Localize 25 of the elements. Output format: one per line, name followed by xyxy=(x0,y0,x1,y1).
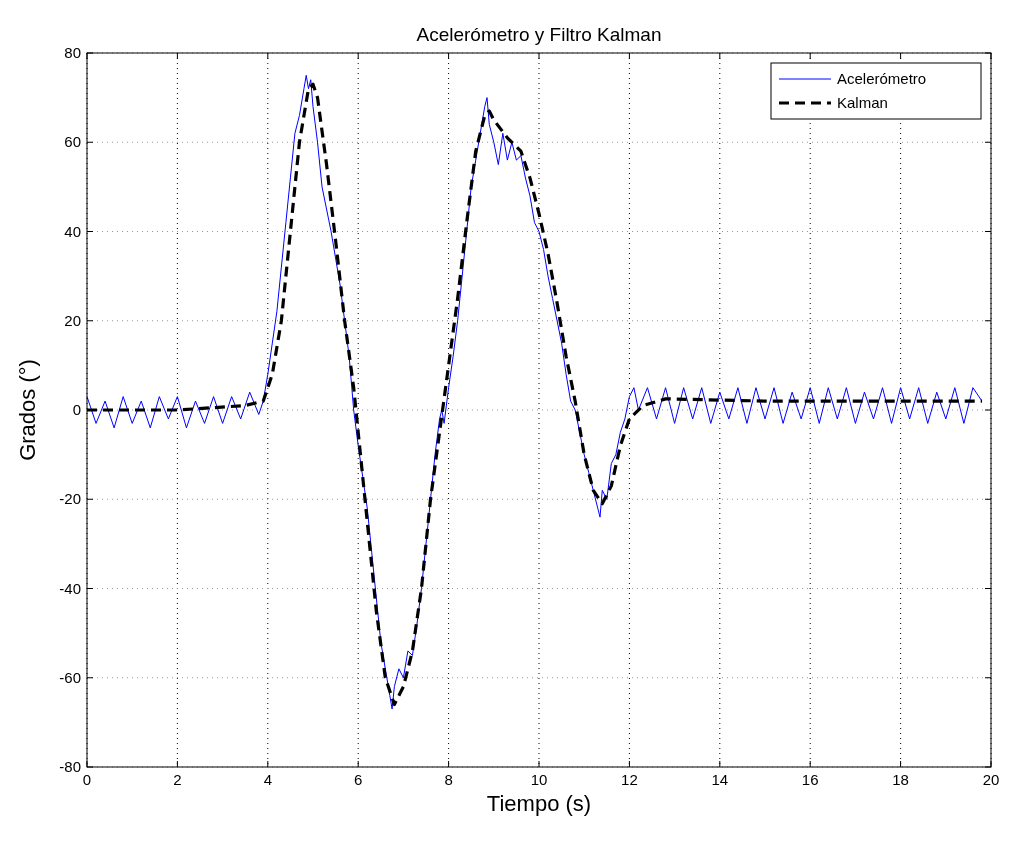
y-axis-title: Grados (°) xyxy=(15,359,40,461)
chart-title: Acelerómetro y Filtro Kalman xyxy=(416,24,662,45)
y-tick-label: -60 xyxy=(59,668,81,686)
y-tick-label: 40 xyxy=(64,222,81,240)
x-tick-label: 10 xyxy=(530,771,548,788)
y-tick-label: 60 xyxy=(64,133,81,151)
x-tick-label: 4 xyxy=(263,771,272,788)
x-axis-title: Tiempo (s) xyxy=(486,791,592,816)
x-tick-label: 18 xyxy=(892,771,909,788)
y-tick-label: 20 xyxy=(64,311,81,329)
x-tick-label: 2 xyxy=(173,771,182,788)
x-tick-label: 6 xyxy=(354,771,363,788)
y-tick-label: -80 xyxy=(59,758,81,775)
y-tick-label: -20 xyxy=(59,490,81,508)
x-tick-label: 8 xyxy=(444,771,453,788)
y-tick-label: -40 xyxy=(59,579,81,597)
y-tick-label: 0 xyxy=(72,401,81,418)
legend-label: Kalman xyxy=(837,94,888,111)
y-tick-label: 80 xyxy=(64,44,81,61)
x-tick-label: 20 xyxy=(982,771,1000,788)
x-tick-label: 0 xyxy=(82,771,92,788)
x-tick-label: 16 xyxy=(801,771,819,788)
x-tick-label: 14 xyxy=(711,771,729,788)
x-tick-label: 12 xyxy=(621,771,638,788)
legend-label: Acelerómetro xyxy=(837,70,927,87)
